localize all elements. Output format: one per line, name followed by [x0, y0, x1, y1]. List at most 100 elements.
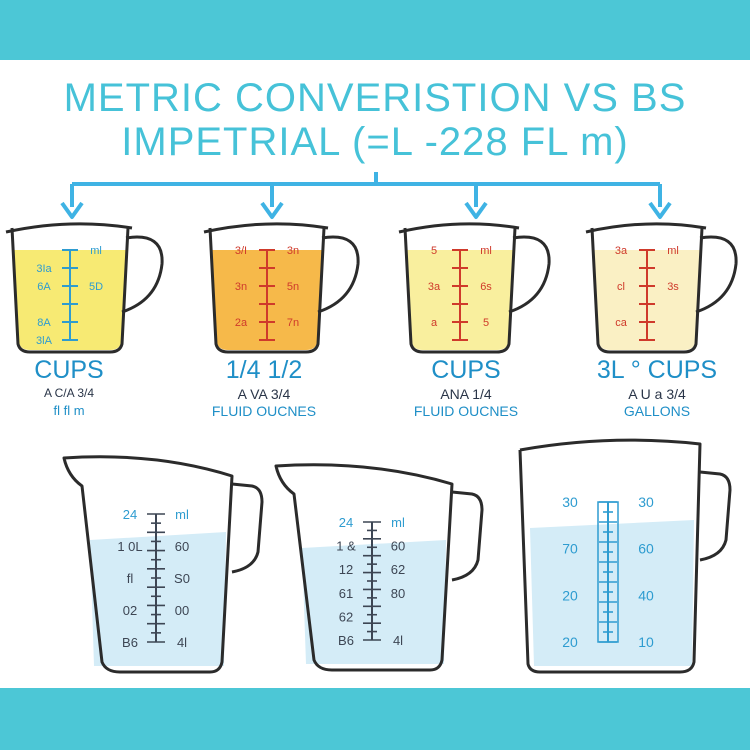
cup-3-scale-label: 6s — [480, 281, 492, 293]
jug-1-right-label: ml — [175, 507, 189, 522]
jug-2-body — [274, 463, 454, 672]
jug-1-water — [90, 532, 226, 666]
jug-1-right-label: 60 — [175, 539, 189, 554]
cup-3-scale-label: a — [431, 317, 438, 329]
cup-2: 3/I 3n 3n 5n 2a 7n — [203, 222, 360, 354]
bottom-color-band — [0, 688, 750, 750]
jug-1-handle — [231, 482, 264, 574]
cup-2-handle — [317, 235, 360, 314]
title-line-2: IMPETRIAL (=L -228 FL m) — [121, 120, 629, 164]
jug-2-right-label: 80 — [391, 586, 405, 601]
cup-3-scale-label: 3a — [428, 281, 441, 293]
jug-2-left-label: 61 — [339, 586, 353, 601]
jug-2-right-label: 60 — [391, 539, 405, 554]
jug-1-body — [62, 455, 234, 674]
jug-2-left-label: B6 — [338, 633, 354, 648]
cup-1-rim — [5, 222, 133, 234]
cup-1-body — [10, 227, 130, 354]
jug-3-handle — [699, 470, 732, 562]
cup-2-caption-big: 1/4 1/2 — [225, 356, 303, 384]
bottom-measuring-jugs: 24 1 0L fl 02 B6 ml 60 S0 00 4l 24 1 & 12 61 62 B6 ml 60 6… — [62, 438, 732, 674]
cup-3-scale-label: ml — [480, 245, 492, 257]
cup-3-rim — [398, 222, 520, 234]
jug-1-left-label: B6 — [122, 635, 138, 650]
cup-2-scale-label: 2a — [235, 317, 248, 329]
jug-2-right-label: 62 — [391, 562, 405, 577]
cup-3: 5 ml 3a 6s a 5 — [398, 222, 551, 354]
cup-1-scale-label: 3Ia — [36, 263, 52, 275]
jug-3: 30 70 20 20 30 60 40 10 — [518, 438, 732, 674]
cup-4-caption-big: 3L ° CUPS — [596, 356, 718, 384]
jug-2-right-label: ml — [391, 515, 405, 530]
title-line-1: METRIC CONVERISTION VS BS — [63, 76, 687, 120]
cup-1-caption-big: CUPS — [34, 356, 104, 384]
jug-3-right-label: 30 — [638, 494, 654, 510]
cup-2-scale-label: 3/I — [235, 245, 247, 257]
jug-3-right-label: 10 — [638, 634, 654, 650]
cup-4-scale-label: ca — [615, 317, 628, 329]
jug-1-left-label: fl — [127, 571, 134, 586]
cup-4-rim — [585, 222, 707, 234]
connector-arrows — [60, 172, 672, 219]
jug-2-left-label: 62 — [339, 609, 353, 624]
cup-1-scale-label: ml — [90, 245, 102, 257]
cup-2-body — [208, 227, 326, 354]
jug-2-left-label: 24 — [339, 515, 353, 530]
cup-1: ml 3Ia 6A 5D 8A 3lA — [5, 222, 164, 354]
jug-2-left-label: 12 — [339, 562, 353, 577]
cup-2-caption-small: FLUID OUCNES — [211, 403, 317, 419]
cup-4-caption-mid: A U a 3/4 — [628, 386, 686, 402]
jug-1-left-label: 1 0L — [117, 539, 142, 554]
jug-3-left-label: 70 — [562, 541, 578, 557]
arrow-head-4 — [648, 201, 672, 219]
cup-3-body — [403, 227, 517, 354]
jug-1-right-label: 4l — [177, 635, 187, 650]
cup-2-scale-label: 3n — [235, 281, 247, 293]
cup-1-scale-label: 8A — [37, 317, 51, 329]
cup-4: 3a ml cl 3s ca — [585, 222, 738, 354]
cup-4-scale-label: 3a — [615, 245, 628, 257]
cup-3-scale-label: 5 — [431, 245, 437, 257]
jug-2: 24 1 & 12 61 62 B6 ml 60 62 80 4l — [274, 463, 484, 672]
cup-4-caption-small: GALLONS — [623, 403, 691, 419]
cup-1-scale-label: 3lA — [36, 335, 53, 347]
cup-1-caption-mid: A C/A 3/4 — [43, 386, 95, 400]
cup-1-caption-small: fl fl m — [53, 403, 85, 418]
jug-2-left-label: 1 & — [336, 539, 356, 554]
cup-4-body — [590, 227, 704, 354]
jug-3-body — [518, 438, 702, 674]
jug-1-right-label: S0 — [174, 571, 190, 586]
top-color-band — [0, 0, 750, 60]
cup-3-caption-small: FLUID OUCNES — [413, 403, 519, 419]
arrow-head-1 — [60, 201, 84, 219]
jug-1: 24 1 0L fl 02 B6 ml 60 S0 00 4l — [62, 455, 264, 674]
jug-1-left-label: 02 — [123, 603, 137, 618]
cup-1-handle — [121, 235, 164, 314]
cup-2-caption-mid: A VA 3/4 — [237, 386, 291, 402]
jug-2-right-label: 4l — [393, 633, 403, 648]
jug-1-left-label: 24 — [123, 507, 137, 522]
arrow-head-3 — [464, 201, 488, 219]
jug-2-handle — [451, 490, 484, 582]
cup-4-scale-label: 3s — [667, 281, 679, 293]
jug-3-left-label: 30 — [562, 494, 578, 510]
jug-1-right-label: 00 — [175, 603, 189, 618]
cup-2-rim — [203, 222, 329, 234]
arrow-head-2 — [260, 201, 284, 219]
cup-3-caption-big: CUPS — [431, 356, 501, 384]
cup-1-scale-label: 5D — [89, 281, 103, 293]
jug-3-water — [530, 520, 694, 666]
jug-3-right-label: 60 — [638, 541, 654, 557]
cup-3-scale-label: 5 — [483, 317, 489, 329]
cup-3-handle — [508, 235, 551, 314]
jug-2-water — [302, 540, 446, 664]
jug-3-left-label: 20 — [562, 587, 578, 603]
cup-4-scale-label: ml — [667, 245, 679, 257]
top-measuring-cups: ml 3Ia 6A 5D 8A 3lA 3/I 3n 3n 5n 2a 7n 5 ml 3a 6s a 5 3a ml… — [5, 222, 738, 354]
cup-4-scale-label: cl — [617, 281, 625, 293]
jug-3-left-label: 20 — [562, 634, 578, 650]
cup-2-scale-label: 7n — [287, 317, 299, 329]
jug-3-right-label: 40 — [638, 587, 654, 603]
cup-2-scale-label: 5n — [287, 281, 299, 293]
